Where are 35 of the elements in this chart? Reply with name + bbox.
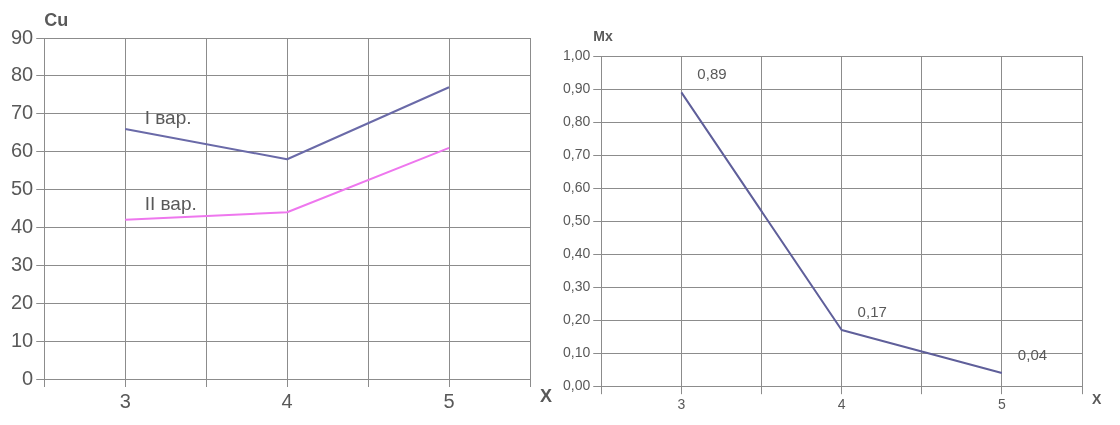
y-tick-label: 0,70 [563, 145, 591, 162]
y-tick-label: 0,00 [563, 377, 591, 394]
x-tick-label: 5 [443, 389, 455, 412]
y-tick-label: 80 [11, 63, 34, 86]
y-tick-label: 0 [22, 366, 34, 389]
y-tick-label: 0,30 [563, 278, 591, 294]
y-tick-label: 0,40 [563, 244, 591, 261]
y-tick-label: 0,20 [563, 311, 591, 328]
y-tick-label: 10 [11, 328, 34, 351]
y-tick-label: 1,00 [563, 46, 591, 63]
series-label: I вар. [144, 106, 192, 128]
y-tick-label: 40 [11, 214, 34, 237]
y-tick-label: 90 [11, 25, 34, 48]
series-label: II вар. [144, 193, 197, 215]
y-tick-label: 30 [11, 252, 34, 275]
y-tick-label: 0,80 [563, 112, 591, 129]
data-label: 0,89 [697, 64, 727, 82]
x-tick-label: 4 [837, 396, 846, 413]
x-tick-label: 3 [677, 396, 686, 413]
y-axis-title: Mx [593, 27, 613, 44]
x-axis-title: X [1092, 391, 1102, 408]
x-axis-title: X [540, 385, 553, 406]
y-tick-label: 50 [11, 177, 34, 200]
y-tick-label: 0,90 [563, 79, 591, 96]
x-tick-label: 4 [281, 389, 293, 412]
y-tick-label: 0,50 [563, 211, 591, 228]
y-axis-title: Cu [44, 9, 69, 30]
y-tick-label: 70 [11, 101, 34, 124]
y-tick-label: 60 [11, 139, 34, 162]
y-tick-label: 20 [11, 290, 34, 313]
y-tick-label: 0,10 [563, 344, 591, 361]
x-tick-label: 5 [997, 396, 1006, 413]
x-tick-label: 3 [119, 389, 131, 412]
y-tick-label: 0,60 [563, 178, 591, 195]
data-label: 0,17 [857, 302, 887, 320]
